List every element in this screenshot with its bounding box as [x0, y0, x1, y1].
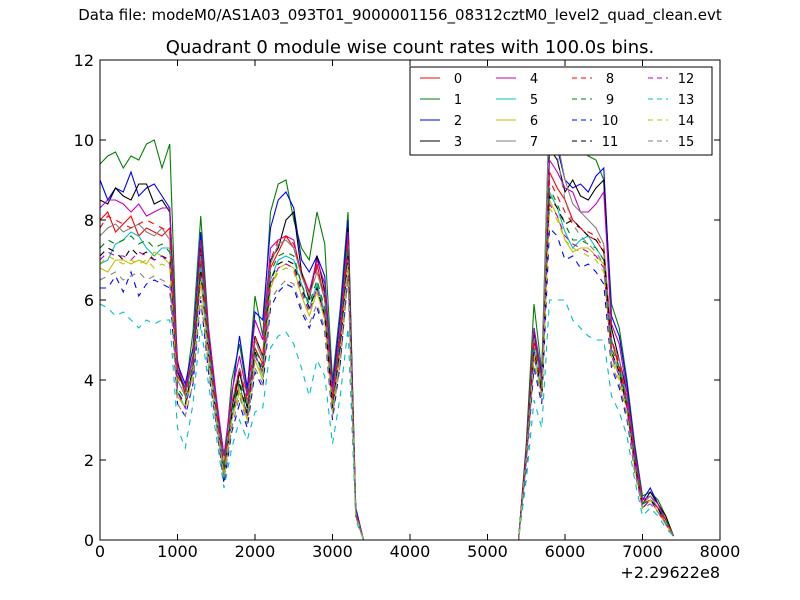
y-tick-label: 6 [84, 291, 94, 310]
legend-label-9: 9 [606, 93, 614, 108]
legend-label-12: 12 [678, 72, 695, 87]
legend-label-3: 3 [454, 135, 462, 150]
x-tick-label: 6000 [545, 542, 586, 561]
legend-label-1: 1 [454, 93, 462, 108]
series-line-14 [99, 206, 674, 541]
series-line-1 [99, 99, 675, 541]
legend-label-13: 13 [678, 93, 695, 108]
series-line-3 [99, 146, 675, 541]
legend-label-8: 8 [606, 72, 614, 87]
series-line-7 [99, 103, 674, 541]
axis-ticks: 0 1000 2000 3000 4000 5000 6000 7000 80000246810… [74, 51, 741, 561]
x-tick-label: 1000 [157, 542, 198, 561]
x-tick-label: 4000 [390, 542, 431, 561]
legend-box [409, 66, 713, 156]
y-tick-label: 12 [74, 51, 94, 70]
series-line-12 [99, 202, 674, 541]
legend-label-5: 5 [530, 93, 538, 108]
legend-label-15: 15 [678, 135, 695, 150]
series-line-9 [99, 187, 674, 541]
y-tick-label: 8 [84, 211, 94, 230]
x-axis-offset-label: +2.29622e8 [620, 563, 720, 582]
series-layer [99, 99, 675, 541]
x-tick-label: 8000 [700, 542, 741, 561]
y-tick-label: 2 [84, 451, 94, 470]
x-tick-label: 5000 [467, 542, 508, 561]
series-line-0 [99, 171, 674, 541]
series-line-8 [99, 179, 674, 541]
x-tick-label: 3000 [312, 542, 353, 561]
x-tick-label: 7000 [622, 542, 663, 561]
legend-label-7: 7 [530, 135, 538, 150]
y-tick-label: 4 [84, 371, 94, 390]
x-tick-label: 2000 [235, 542, 276, 561]
legend-label-2: 2 [454, 114, 462, 129]
figure-supertitle: Data file: modeM0/AS1A03_093T01_90000011… [78, 6, 722, 24]
x-tick-label: 0 [95, 542, 105, 561]
series-line-15 [99, 127, 674, 541]
legend-label-11: 11 [602, 135, 619, 150]
series-line-4 [99, 158, 674, 541]
legend-label-6: 6 [530, 114, 538, 129]
y-tick-label: 10 [74, 131, 94, 150]
legend-label-4: 4 [530, 72, 538, 87]
chart-title: Quadrant 0 module wise count rates with … [166, 37, 655, 58]
legend-label-0: 0 [454, 72, 462, 87]
series-line-13 [99, 299, 674, 541]
legend-label-14: 14 [678, 114, 695, 129]
legend-label-10: 10 [602, 114, 619, 129]
y-tick-label: 0 [84, 531, 94, 550]
